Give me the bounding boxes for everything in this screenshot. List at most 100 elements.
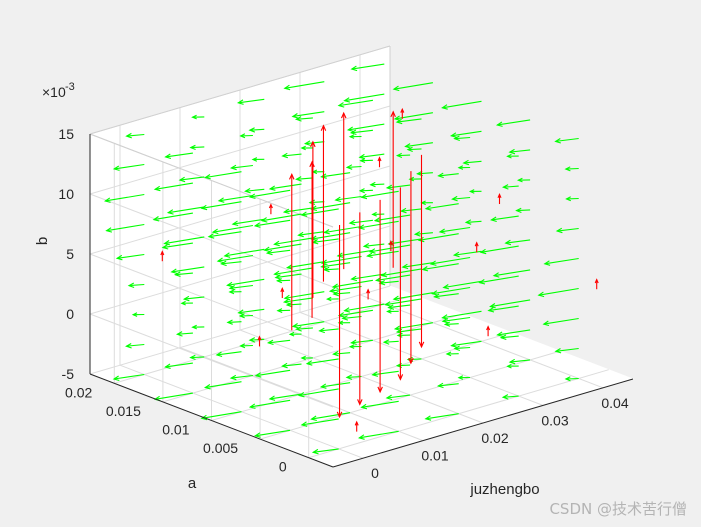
green-arrow-head [437,172,444,179]
red-arrow [320,124,327,282]
green-arrow [200,411,242,421]
green-arrow-shaft [442,100,482,109]
green-arrow [217,194,253,203]
red-arrow [418,154,425,349]
green-arrow-head [366,252,373,259]
green-arrow-shaft [407,358,422,361]
green-arrow [276,308,291,314]
green-arrow-head [231,220,239,227]
green-arrow-shaft [245,188,265,192]
green-arrow-head [421,266,429,272]
green-arrow [318,327,339,334]
green-arrow-head [349,129,357,136]
red-arrow-small-head [268,203,273,209]
green-arrow [226,278,265,288]
green-arrow-shaft [292,321,325,327]
green-arrow [360,400,399,410]
green-arrow-head [554,138,561,144]
green-arrow [125,132,145,139]
green-arrow-shaft [442,316,471,322]
green-arrow-shaft [113,373,145,380]
green-arrow-shaft [434,293,459,298]
green-arrow [253,429,291,438]
green-arrow-shaft [397,154,411,157]
green-arrow-head [204,174,211,180]
green-arrow-head [268,185,276,191]
green-arrow [300,208,339,217]
green-arrow-head [285,264,293,270]
green-arrow-shaft [296,117,313,120]
green-arrow-head [281,362,288,369]
green-arrow [350,273,385,282]
green-arrow-shaft [321,262,351,268]
green-arrow [161,242,193,250]
green-arrow-head [236,99,244,105]
green-arrow [294,116,313,122]
green-arrow-shaft [397,364,411,367]
green-arrow-shaft [321,382,351,388]
green-arrow-head [443,321,451,327]
red-arrow-small [388,240,393,252]
green-arrow-head [506,363,512,369]
green-arrow-shaft [359,220,399,229]
green-arrow-shaft [516,209,531,212]
green-arrow-shaft [454,346,471,350]
green-arrow-head [254,372,262,378]
green-arrow-shaft [250,399,291,408]
green-arrow-shaft [201,201,242,209]
green-arrow [345,374,362,380]
red-arrow-head [390,110,396,118]
green-arrow-head [282,298,290,305]
green-arrow-shaft [255,429,291,437]
green-arrow-shaft [557,227,579,232]
green-arrow-shaft [451,340,482,347]
green-arrow-shaft [415,232,433,235]
green-arrow [273,237,313,247]
green-arrow-head [436,382,444,389]
green-arrow-shaft [452,196,471,200]
green-arrow-shaft [538,287,579,296]
green-arrow-head [565,196,572,202]
green-arrow-head [163,240,171,246]
green-arrow [248,127,265,133]
green-arrow-shaft [155,182,193,190]
green-arrow-head [350,275,358,282]
green-arrow [417,233,459,243]
green-arrow [371,211,385,217]
green-arrow-head [358,153,366,160]
green-arrow [564,376,579,382]
green-arrow-shaft [208,231,242,238]
green-arrow-head [359,158,366,164]
green-arrow-shaft [154,392,193,400]
green-arrow [449,130,482,138]
green-arrow [341,315,362,321]
green-arrow [387,304,411,310]
green-arrow-shaft [360,189,373,192]
red-arrow-small [594,278,599,290]
green-arrow-shaft [488,305,519,312]
green-arrow-head [239,133,246,139]
green-arrow [499,334,519,341]
z-tick-label: 15 [58,126,74,142]
green-arrow [504,239,531,246]
green-arrow-shaft [216,351,242,356]
green-arrow-shaft [509,149,531,153]
green-arrow [115,253,145,261]
green-arrow-shaft [284,297,313,303]
green-arrow-shaft [364,243,385,247]
green-arrow-head [404,143,411,149]
green-arrow [406,146,422,153]
green-arrow [310,412,351,422]
green-arrow-shaft [324,268,339,271]
green-arrow-head [311,448,319,455]
green-arrow-head [424,205,432,211]
red-arrow-small-head [486,325,491,331]
green-arrow-head [295,326,302,332]
green-arrow-shaft [544,257,579,265]
green-arrow [542,317,579,327]
green-arrow-head [226,281,233,288]
green-arrow-shaft [301,418,339,426]
green-arrow-shaft [445,323,459,325]
green-arrow-shaft [227,278,265,286]
green-arrow-head [457,375,464,380]
